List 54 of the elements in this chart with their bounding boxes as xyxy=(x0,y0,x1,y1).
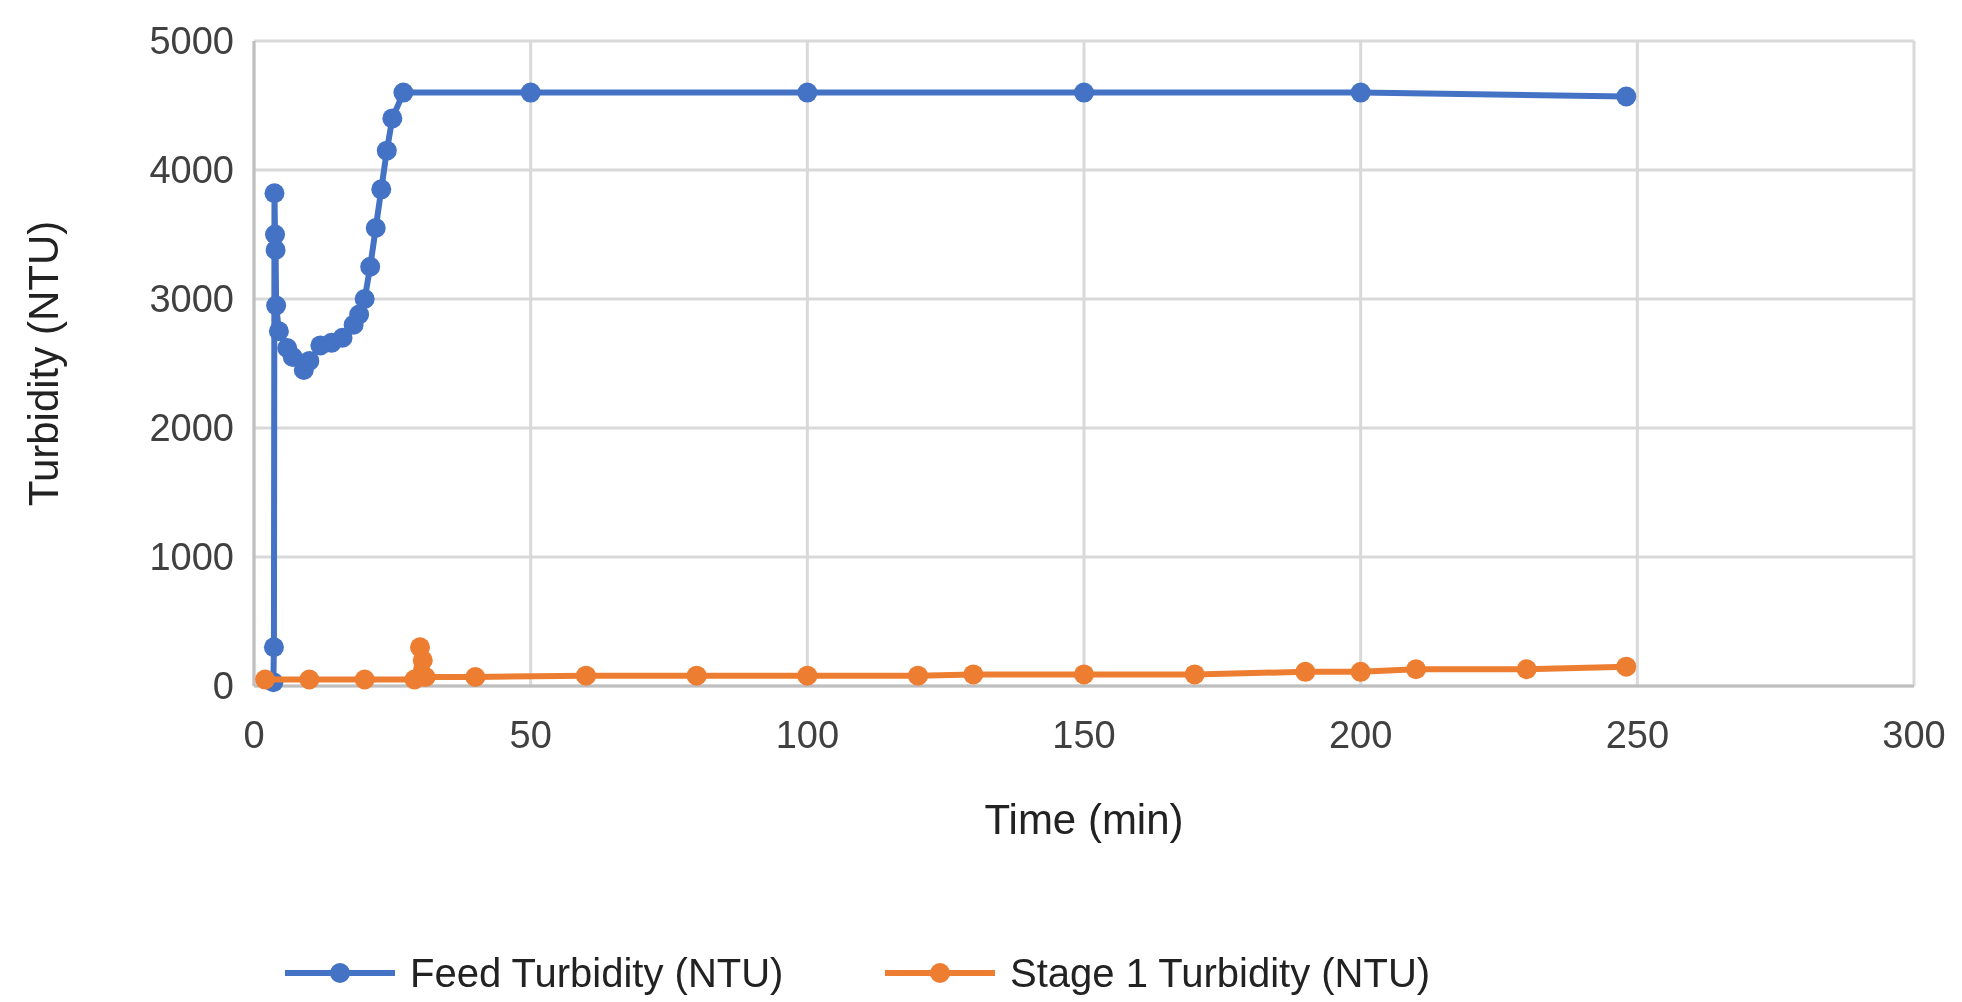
legend-label: Stage 1 Turbidity (NTU) xyxy=(1010,951,1431,995)
point xyxy=(365,218,386,239)
point xyxy=(797,82,818,103)
point xyxy=(1074,82,1094,103)
point xyxy=(1074,664,1094,685)
point xyxy=(349,304,370,325)
point xyxy=(266,295,287,316)
x-tick-label: 0 xyxy=(243,714,265,756)
point xyxy=(908,665,928,686)
x-tick-label: 300 xyxy=(1882,714,1946,756)
y-tick-label: 3000 xyxy=(149,278,234,320)
point xyxy=(382,108,403,129)
point xyxy=(255,669,276,690)
x-tick-label: 50 xyxy=(509,714,552,756)
point xyxy=(299,350,320,371)
x-axis-title: Time (min) xyxy=(984,796,1184,843)
point xyxy=(376,140,397,161)
y-tick-label: 1000 xyxy=(149,536,234,578)
x-tick-label: 150 xyxy=(1052,714,1116,756)
point xyxy=(1616,86,1637,107)
point xyxy=(1295,661,1316,682)
point xyxy=(1184,664,1205,685)
y-tick-label: 4000 xyxy=(149,149,234,191)
point xyxy=(268,321,289,342)
point xyxy=(520,82,541,103)
point xyxy=(412,650,433,671)
point xyxy=(299,669,320,690)
point xyxy=(1616,656,1637,677)
y-tick-label: 0 xyxy=(212,665,234,707)
point xyxy=(1406,659,1426,680)
x-tick-label: 250 xyxy=(1605,714,1670,756)
point xyxy=(963,664,984,685)
point xyxy=(797,665,818,686)
point xyxy=(265,239,286,260)
point xyxy=(576,665,596,686)
y-tick-label: 5000 xyxy=(149,20,234,62)
point xyxy=(332,327,353,348)
point xyxy=(1350,82,1371,103)
y-axis-title: Turbidity (NTU) xyxy=(20,220,67,507)
point xyxy=(360,256,381,277)
x-tick-label: 200 xyxy=(1328,714,1393,756)
x-tick-label: 100 xyxy=(775,714,840,756)
legend-label: Feed Turbidity (NTU) xyxy=(410,951,784,995)
point xyxy=(264,183,285,204)
point xyxy=(393,82,414,103)
point xyxy=(354,669,375,690)
point xyxy=(686,665,707,686)
point xyxy=(354,289,375,309)
point xyxy=(371,179,392,200)
point xyxy=(1350,661,1371,682)
point xyxy=(263,637,284,658)
y-tick-label: 2000 xyxy=(149,407,234,449)
point xyxy=(465,666,486,687)
point xyxy=(1516,659,1537,680)
